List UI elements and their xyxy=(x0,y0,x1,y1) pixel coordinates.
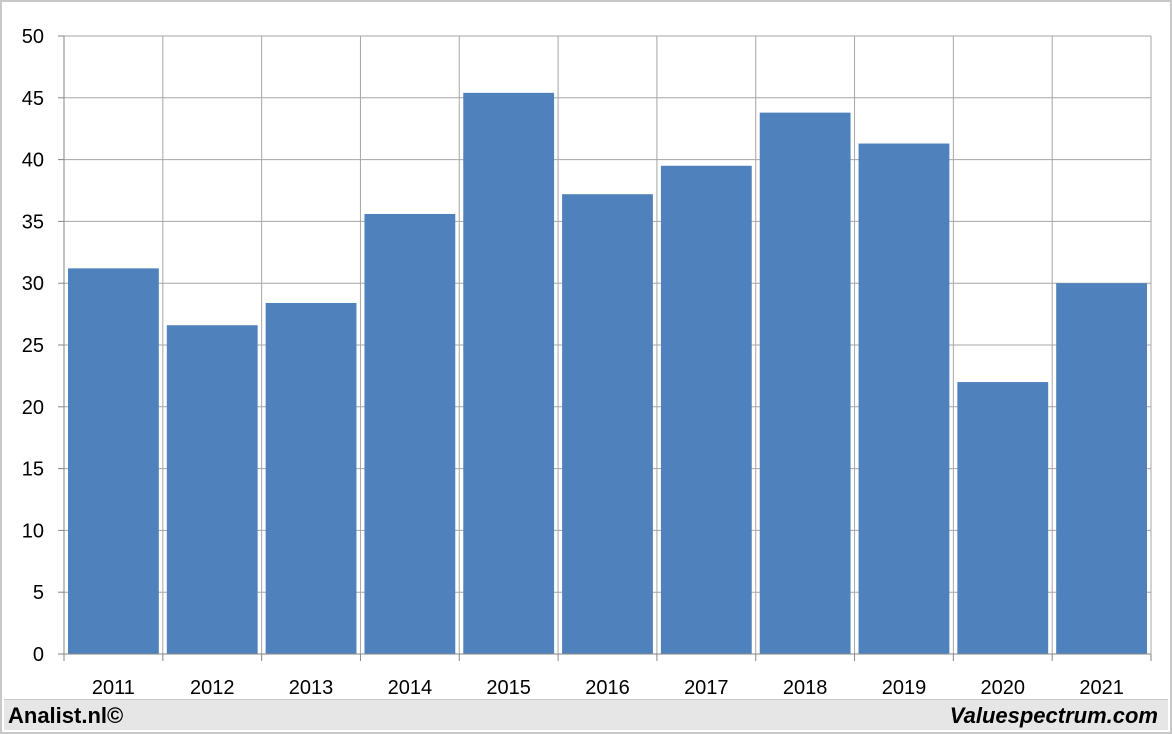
footer-bar: Analist.nl© Valuespectrum.com xyxy=(4,699,1168,730)
y-tick-label: 20 xyxy=(22,397,44,419)
y-tick-label: 40 xyxy=(22,150,44,172)
bar-chart: 0 5 10 15 20 25 30 35 40 45 50 2011 2012 2013 2014 2015… xyxy=(22,26,1152,699)
bar-2018 xyxy=(759,112,851,654)
bar-2016 xyxy=(562,194,653,654)
bar-2012 xyxy=(166,325,258,654)
y-tick-label: 30 xyxy=(22,273,44,295)
y-tick-label: 45 xyxy=(22,88,44,110)
bar-2015 xyxy=(463,92,555,654)
x-tick-label: 2018 xyxy=(783,677,828,699)
bar-2019 xyxy=(858,143,950,655)
x-tick-label: 2014 xyxy=(388,677,433,699)
bar-2017 xyxy=(660,165,752,654)
x-tick-label: 2012 xyxy=(190,677,235,699)
y-tick-label: 15 xyxy=(22,459,44,481)
y-tick-label: 10 xyxy=(22,520,44,542)
bar-2011 xyxy=(68,268,159,654)
bar-2013 xyxy=(265,302,357,654)
bars xyxy=(68,92,1147,655)
x-tick-label: 2013 xyxy=(289,677,334,699)
bar-2014 xyxy=(364,213,456,654)
bar-2020 xyxy=(957,382,1049,654)
x-tick-label: 2020 xyxy=(981,677,1026,699)
y-tick-label: 0 xyxy=(33,644,44,666)
x-tick-label: 2019 xyxy=(882,677,927,699)
y-tick-label: 5 xyxy=(33,582,44,604)
bar-2021 xyxy=(1056,283,1147,654)
tick-labels: 0 5 10 15 20 25 30 35 40 45 50 2011 2012 2013 2014 2015… xyxy=(22,26,1124,699)
x-tick-label: 2011 xyxy=(92,677,135,699)
x-tick-label: 2016 xyxy=(585,677,630,699)
y-tick-label: 50 xyxy=(22,26,44,48)
x-tick-label: 2021 xyxy=(1079,677,1124,699)
x-tick-label: 2015 xyxy=(486,677,531,699)
x-tick-label: 2017 xyxy=(684,677,729,699)
source-credit-right: Valuespectrum.com xyxy=(949,703,1158,728)
axes xyxy=(58,35,1152,661)
y-tick-label: 25 xyxy=(22,335,44,357)
source-credit-left: Analist.nl© xyxy=(8,703,124,728)
y-tick-label: 35 xyxy=(22,211,44,233)
